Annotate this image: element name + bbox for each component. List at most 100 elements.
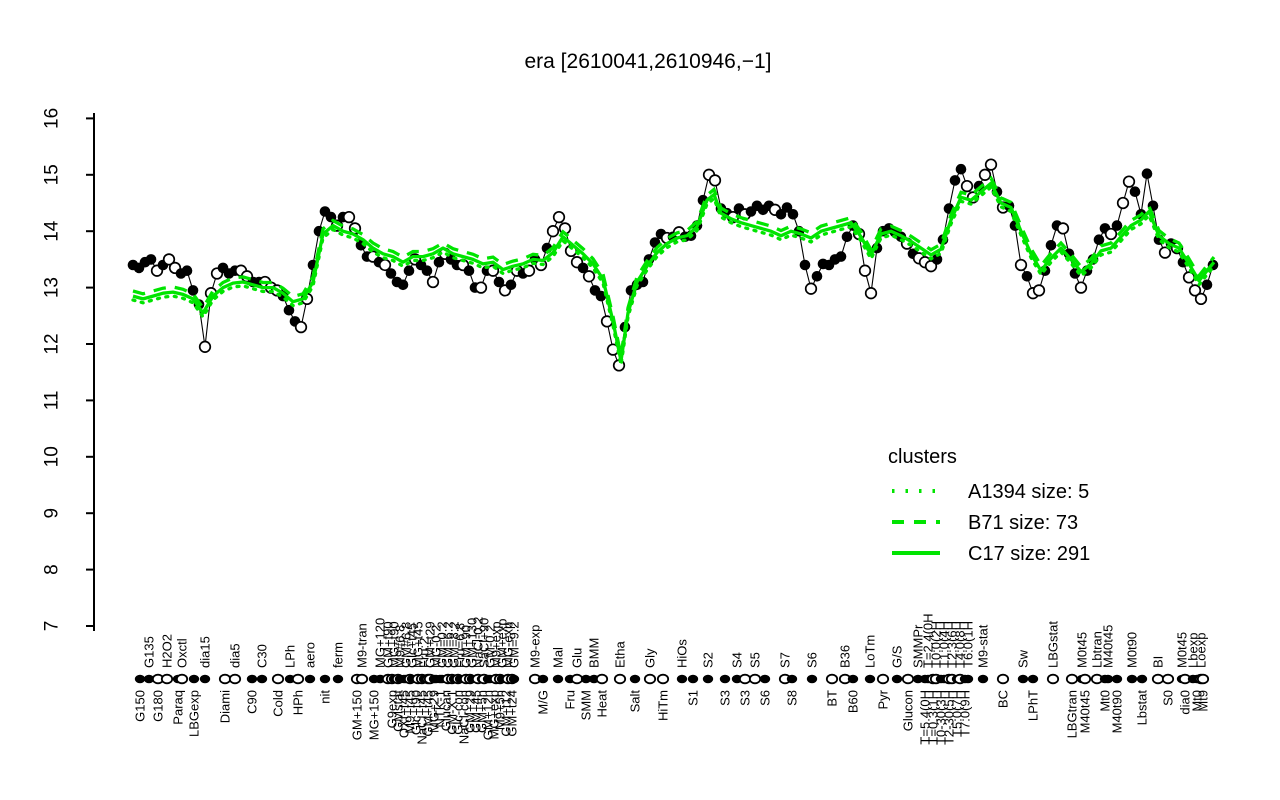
x-label-top: T0:0(2H [929,621,944,668]
filled-data-point [931,254,943,265]
x-label-bottom: GM-X:1 [445,690,460,735]
x-label-top: M0t90 [1125,632,1140,668]
x-label-bottom: HiTm [656,690,671,721]
filled-data-point [835,251,847,262]
strip-open-marker [1065,673,1079,685]
x-label-top: LPh [283,645,298,668]
x-label-bottom: C90 [245,690,260,714]
x-label-bottom: SMM [579,690,594,720]
x-label-top: Sw [1016,649,1031,668]
strip-open-marker [901,673,915,685]
strip-filled-marker [786,674,798,684]
filled-data-point [1093,234,1105,245]
x-label-top: S6 [805,652,820,668]
strip-open-marker [1046,673,1060,685]
open-data-point [1194,292,1208,306]
x-label-top: Lbtran [1090,631,1105,668]
y-tick-label: 12 [42,333,63,354]
filled-data-point [385,268,397,279]
open-data-point [1116,196,1130,210]
strip-filled-marker [1111,674,1123,684]
legend: clusters A1394 size: 5 B71 size: 73 C17 … [888,446,1090,565]
x-label-bottom: Diami [218,690,233,723]
open-data-point [582,270,596,283]
strip-open-marker [160,673,174,685]
strip-filled-marker [332,674,344,684]
filled-data-point [1045,240,1057,251]
x-label-top: M40t45 [1101,625,1116,668]
strip-filled-marker [629,674,641,684]
x-label-top: HiOs [675,639,690,668]
open-data-point [978,168,992,181]
x-label-bottom: GMstat [391,690,406,732]
filled-data-point [505,279,517,291]
strip-filled-marker [962,674,974,684]
x-label-bottom: S0 [1161,690,1176,706]
x-label-top: BI [1151,656,1166,668]
x-label-bottom: Glc+t90 [409,690,424,735]
x-label-bottom: M40t45 [1078,690,1093,733]
x-label-bottom: Salt [628,690,643,713]
x-label-bottom: M9+t45 [403,690,418,734]
x-label-top: M9#6.8 [393,625,408,668]
strip-filled-marker [1126,674,1138,684]
strip-filled-marker [199,674,211,684]
x-label-bottom: Glucon [901,690,916,731]
x-label-bottom: M/G [536,690,551,715]
open-data-point [960,179,974,193]
x-label-bottom: Mt9 [1196,690,1211,712]
cluster-line-dotted-a1394 [131,184,1216,366]
x-label-bottom: Glc-con [451,690,466,735]
y-tick-label: 13 [42,277,63,298]
strip-open-marker [271,673,285,685]
filled-data-point [787,209,799,220]
open-data-point [804,282,818,295]
data-series [127,158,1219,372]
x-label-top: C30 [255,644,270,668]
filled-data-point [397,279,409,291]
strip-open-marker [1151,673,1165,685]
open-data-point [1074,281,1088,294]
strip-open-marker [228,673,242,685]
x-label-bottom: LBGtran [1065,690,1080,738]
open-data-point [342,210,356,224]
x-label-bottom: LBGexp [187,690,202,737]
strip-open-marker [748,673,762,685]
filled-data-point [577,262,589,274]
strip-filled-marker [702,674,714,684]
filled-data-point [145,254,157,265]
x-label-bottom: T=0.3(1H [926,690,941,745]
x-label-bottom: S3 [738,690,753,706]
strip-open-marker [1161,673,1175,685]
x-label-top: SMMPr [911,624,926,668]
open-data-point [1014,258,1028,272]
strip-filled-marker [977,674,989,684]
x-label-bottom: Fru [563,690,578,710]
x-label-top: SaCl+90 [477,618,492,668]
x-label-top: S5 [748,652,763,668]
filled-data-point [595,290,607,302]
x-label-top: Mal [551,647,566,668]
strip-open-marker [643,673,657,685]
strip-filled-marker [1102,674,1114,684]
y-tick-label: 7 [42,621,63,632]
filled-data-point [283,304,295,316]
x-label-bottom: GM+t45 [421,690,436,737]
open-data-point [1032,284,1046,297]
x-label-top: S7 [778,652,793,668]
x-label-top: Fru=6.8 [453,623,468,668]
x-label-top: GM=0.2 [435,621,450,668]
x-label-top: G/S [890,645,905,668]
x-label-bottom: M9+5h [493,690,508,730]
y-axis: 7 8 9 10 11 12 13 14 15 16 [42,108,95,631]
strip-open-marker [570,673,584,685]
open-data-point [198,340,212,353]
x-label-top: MG-0.2 [429,625,444,668]
open-data-point [1182,271,1196,284]
x-label-bottom: OXt+t45 [397,690,412,738]
legend-item-b71: B71 size: 73 [968,512,1078,534]
x-label-bottom: Mt0 [1098,690,1113,712]
x-label-bottom: S8 [785,690,800,706]
x-label-bottom: LPhT [1026,690,1041,721]
x-label-bottom: HPh [291,690,306,715]
